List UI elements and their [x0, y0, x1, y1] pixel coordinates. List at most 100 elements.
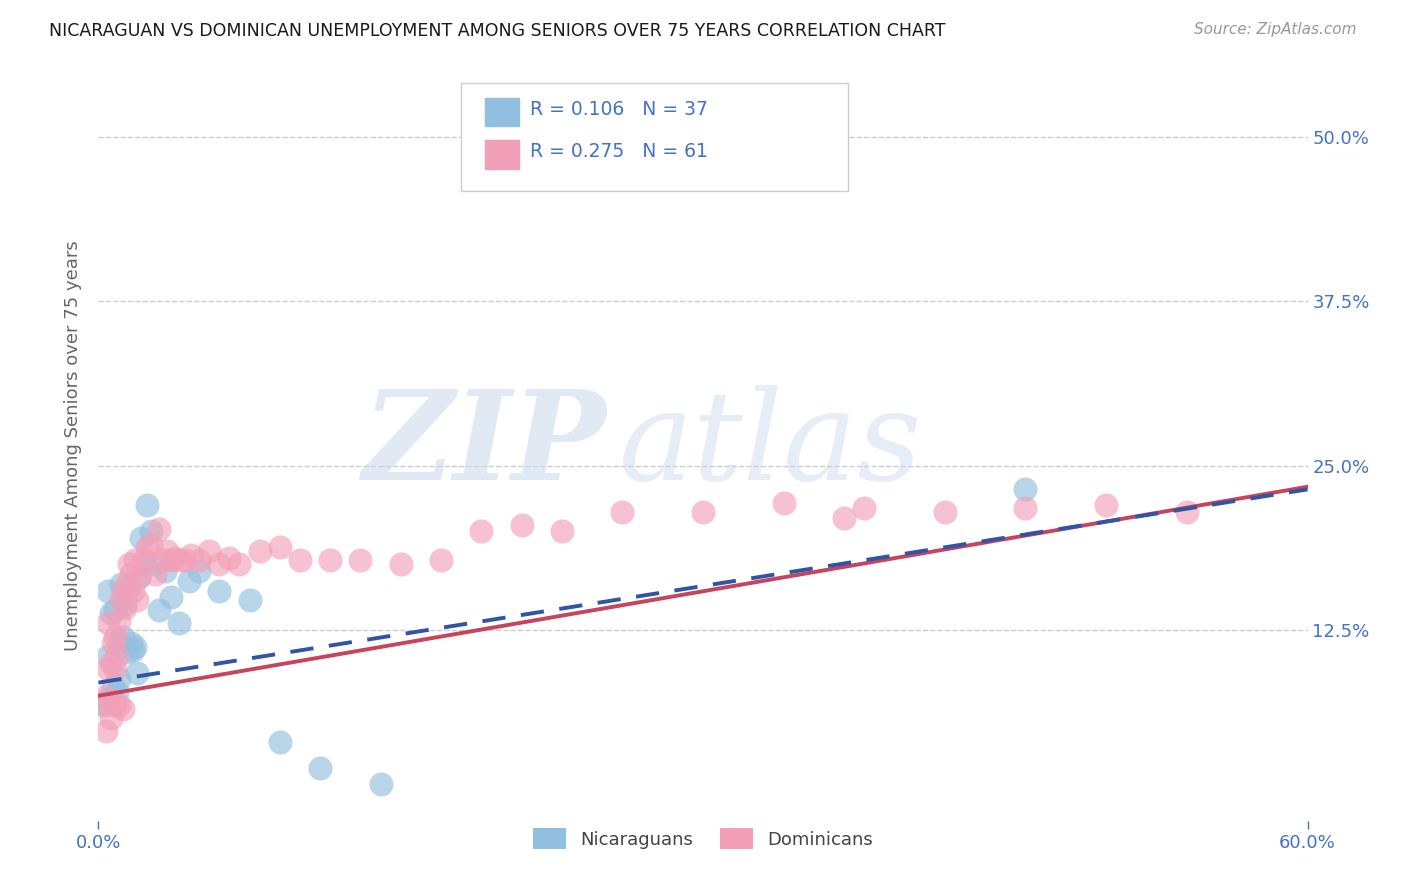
Point: [118, 558, 141, 572]
Point: [156, 544, 179, 558]
Point: [135, 540, 157, 554]
Point: [93, 698, 115, 712]
Point: [118, 580, 141, 594]
Point: [309, 761, 332, 775]
Point: [153, 564, 176, 578]
Point: [551, 524, 574, 539]
Point: [110, 577, 132, 591]
Point: [93, 698, 115, 712]
Point: [135, 498, 157, 512]
Point: [101, 680, 124, 694]
Point: [121, 642, 143, 657]
Point: [1175, 505, 1198, 519]
Point: [105, 685, 128, 699]
Point: [853, 500, 876, 515]
Point: [129, 531, 152, 545]
Point: [115, 577, 138, 591]
Point: [389, 558, 412, 572]
Point: [115, 645, 138, 659]
Text: NICARAGUAN VS DOMINICAN UNEMPLOYMENT AMONG SENIORS OVER 75 YEARS CORRELATION CHA: NICARAGUAN VS DOMINICAN UNEMPLOYMENT AMO…: [49, 22, 946, 40]
Point: [269, 540, 291, 554]
Point: [107, 636, 129, 650]
Point: [167, 616, 190, 631]
Point: [107, 698, 129, 712]
Point: [180, 548, 202, 562]
Point: [1014, 500, 1036, 515]
Point: [148, 603, 170, 617]
Point: [188, 564, 211, 578]
Point: [111, 583, 134, 598]
Point: [612, 505, 634, 519]
Point: [218, 550, 240, 565]
Y-axis label: Unemployment Among Seniors over 75 years: Unemployment Among Seniors over 75 years: [65, 241, 83, 651]
Point: [96, 724, 118, 739]
Point: [143, 558, 166, 572]
Point: [121, 583, 143, 598]
FancyBboxPatch shape: [485, 97, 519, 126]
Text: atlas: atlas: [619, 385, 922, 507]
Text: R = 0.275   N = 61: R = 0.275 N = 61: [530, 142, 709, 161]
Point: [114, 600, 136, 615]
Point: [132, 553, 155, 567]
Point: [510, 517, 533, 532]
Point: [103, 630, 125, 644]
Point: [101, 636, 124, 650]
Point: [103, 663, 125, 677]
Point: [107, 672, 129, 686]
Point: [100, 606, 122, 620]
Point: [103, 698, 125, 712]
Point: [103, 603, 125, 617]
Point: [188, 553, 211, 567]
Point: [319, 553, 342, 567]
Point: [139, 538, 162, 552]
Point: [124, 640, 146, 654]
Point: [832, 511, 855, 525]
Point: [107, 614, 129, 628]
Legend: Nicaraguans, Dominicans: Nicaraguans, Dominicans: [526, 822, 880, 856]
Point: [132, 558, 155, 572]
Point: [124, 553, 146, 567]
Point: [228, 558, 250, 572]
Point: [430, 553, 453, 567]
Point: [139, 524, 162, 539]
Text: R = 0.106   N = 37: R = 0.106 N = 37: [530, 100, 709, 119]
FancyBboxPatch shape: [485, 140, 519, 169]
Point: [111, 630, 134, 644]
Point: [97, 583, 120, 598]
Point: [160, 553, 183, 567]
Point: [349, 553, 371, 567]
Point: [249, 544, 271, 558]
Point: [692, 505, 714, 519]
Text: ZIP: ZIP: [363, 385, 606, 507]
Point: [114, 597, 136, 611]
Point: [163, 550, 186, 565]
Point: [208, 558, 231, 572]
Point: [470, 524, 492, 539]
Point: [179, 574, 201, 589]
Point: [128, 570, 150, 584]
Point: [160, 590, 183, 604]
Point: [120, 566, 142, 581]
Point: [125, 592, 148, 607]
Point: [934, 505, 956, 519]
Point: [128, 570, 150, 584]
Point: [239, 592, 262, 607]
Point: [97, 616, 120, 631]
Text: Source: ZipAtlas.com: Source: ZipAtlas.com: [1194, 22, 1357, 37]
FancyBboxPatch shape: [461, 83, 848, 191]
Point: [772, 495, 794, 509]
Point: [269, 735, 291, 749]
Point: [96, 692, 118, 706]
Point: [148, 522, 170, 536]
Point: [174, 553, 197, 567]
Point: [208, 583, 231, 598]
Point: [1095, 498, 1118, 512]
Point: [125, 666, 148, 681]
Point: [288, 553, 311, 567]
Point: [97, 663, 120, 677]
Point: [167, 553, 190, 567]
Point: [97, 649, 120, 664]
Point: [100, 656, 122, 670]
Point: [96, 689, 118, 703]
Point: [120, 636, 142, 650]
